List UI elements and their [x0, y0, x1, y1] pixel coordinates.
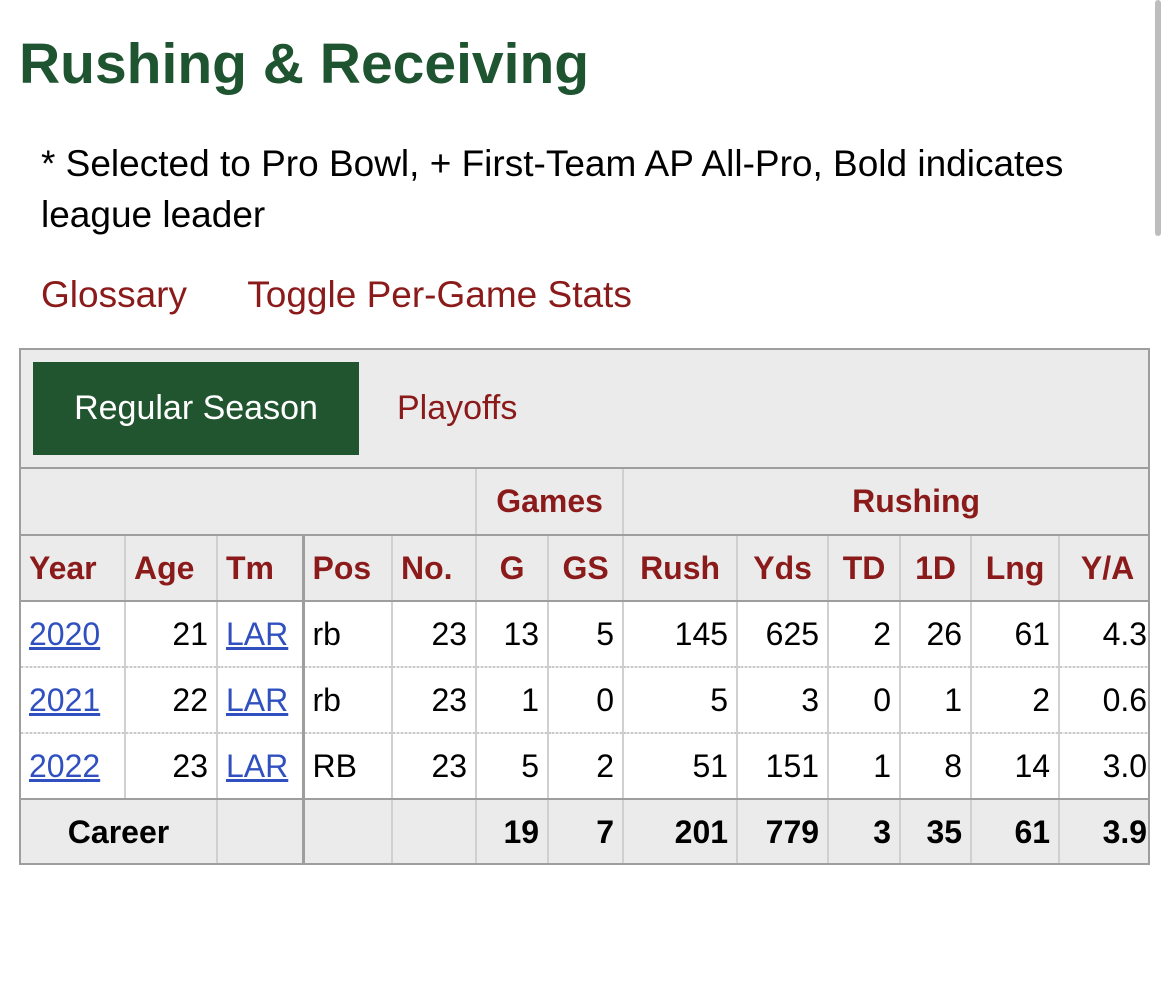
career-totals-row: Career 19 7 201 779 3 35 61 3.9 — [21, 799, 1148, 863]
cell-year: 2022 — [21, 733, 126, 800]
cell-pos — [303, 799, 393, 863]
cell-pos: RB — [303, 733, 393, 800]
col-header-lng[interactable]: Lng — [971, 535, 1061, 602]
group-header-row: Games Rushing — [21, 469, 1148, 536]
col-header-gs[interactable]: GS — [548, 535, 625, 602]
col-header-1d[interactable]: 1D — [900, 535, 973, 602]
toggle-per-game-stats-link[interactable]: Toggle Per-Game Stats — [247, 274, 632, 315]
legend-note: * Selected to Pro Bowl, + First-Team AP … — [41, 143, 1064, 235]
tab-regular-season[interactable]: Regular Season — [33, 362, 359, 455]
cell-rush: 5 — [623, 667, 739, 734]
cell-pos: rb — [303, 601, 393, 668]
cell-td: 2 — [828, 601, 902, 668]
col-header-number[interactable]: No. — [392, 535, 478, 602]
cell-lng: 61 — [971, 601, 1061, 668]
cell-year: 2020 — [21, 601, 126, 668]
career-lng: 61 — [971, 799, 1061, 863]
cell-gs: 5 — [548, 601, 625, 668]
col-header-pos[interactable]: Pos — [303, 535, 393, 602]
rushing-receiving-table: Games Rushing Year Age Tm Pos No. G GS R… — [21, 469, 1148, 863]
cell-1d: 26 — [900, 601, 973, 668]
cell-team: LAR — [217, 733, 305, 800]
group-header-games: Games — [475, 469, 625, 536]
cell-1d: 8 — [900, 733, 973, 800]
col-header-g[interactable]: G — [476, 535, 550, 602]
cell-team: LAR — [217, 601, 305, 668]
group-header-rushing: Rushing — [623, 469, 1148, 536]
stats-panel: Regular Season Playoffs Games Rushing — [19, 348, 1150, 865]
season-tabs: Regular Season Playoffs — [21, 350, 1148, 469]
cell-yds: 151 — [737, 733, 830, 800]
cell-age: 23 — [125, 733, 218, 800]
cell-age: 21 — [125, 601, 218, 668]
career-td: 3 — [828, 799, 902, 863]
team-link[interactable]: LAR — [226, 681, 289, 718]
year-link[interactable]: 2021 — [29, 681, 101, 718]
group-header-blank — [21, 469, 477, 536]
cell-rush: 51 — [623, 733, 739, 800]
cell-ya: 0.6 — [1059, 667, 1148, 734]
career-g: 19 — [476, 799, 550, 863]
career-yds: 779 — [737, 799, 830, 863]
cell-g: 13 — [476, 601, 550, 668]
cell-year: 2021 — [21, 667, 126, 734]
cell-number: 23 — [392, 601, 478, 668]
col-header-age[interactable]: Age — [125, 535, 218, 602]
cell-pos: rb — [303, 667, 393, 734]
table-row: 2020 21 LAR rb 23 13 5 145 625 2 26 61 4… — [21, 601, 1148, 668]
col-header-ya[interactable]: Y/A — [1059, 535, 1148, 602]
year-link[interactable]: 2022 — [29, 747, 101, 784]
cell-team: LAR — [217, 667, 305, 734]
page-title: Rushing & Receiving — [19, 32, 590, 96]
cell-age: 22 — [125, 667, 218, 734]
cell-team — [217, 799, 305, 863]
glossary-link[interactable]: Glossary — [41, 274, 187, 315]
career-rush: 201 — [623, 799, 739, 863]
cell-yds: 625 — [737, 601, 830, 668]
section-links: Glossary Toggle Per-Game Stats — [41, 270, 632, 320]
tab-playoffs[interactable]: Playoffs — [397, 389, 518, 427]
cell-td: 1 — [828, 733, 902, 800]
col-header-td[interactable]: TD — [828, 535, 902, 602]
cell-number: 23 — [392, 667, 478, 734]
col-header-year[interactable]: Year — [21, 535, 126, 602]
team-link[interactable]: LAR — [226, 615, 289, 652]
cell-yds: 3 — [737, 667, 830, 734]
cell-ya: 4.3 — [1059, 601, 1148, 668]
col-header-team[interactable]: Tm — [217, 535, 305, 602]
scrollbar[interactable] — [1155, 0, 1161, 236]
career-label: Career — [21, 799, 218, 863]
career-gs: 7 — [548, 799, 625, 863]
cell-g: 5 — [476, 733, 550, 800]
team-link[interactable]: LAR — [226, 747, 289, 784]
cell-gs: 0 — [548, 667, 625, 734]
cell-rush: 145 — [623, 601, 739, 668]
col-header-yds[interactable]: Yds — [737, 535, 830, 602]
career-1d: 35 — [900, 799, 973, 863]
career-ya: 3.9 — [1059, 799, 1148, 863]
cell-ya: 3.0 — [1059, 733, 1148, 800]
table-row: 2021 22 LAR rb 23 1 0 5 3 0 1 2 0.6 — [21, 667, 1148, 734]
cell-1d: 1 — [900, 667, 973, 734]
cell-gs: 2 — [548, 733, 625, 800]
cell-lng: 2 — [971, 667, 1061, 734]
cell-g: 1 — [476, 667, 550, 734]
cell-lng: 14 — [971, 733, 1061, 800]
cell-number — [392, 799, 478, 863]
table-row: 2022 23 LAR RB 23 5 2 51 151 1 8 14 3.0 — [21, 733, 1148, 800]
cell-number: 23 — [392, 733, 478, 800]
col-header-rush[interactable]: Rush — [623, 535, 739, 602]
column-header-row: Year Age Tm Pos No. G GS Rush Yds TD 1D … — [21, 535, 1148, 602]
cell-td: 0 — [828, 667, 902, 734]
year-link[interactable]: 2020 — [29, 615, 101, 652]
